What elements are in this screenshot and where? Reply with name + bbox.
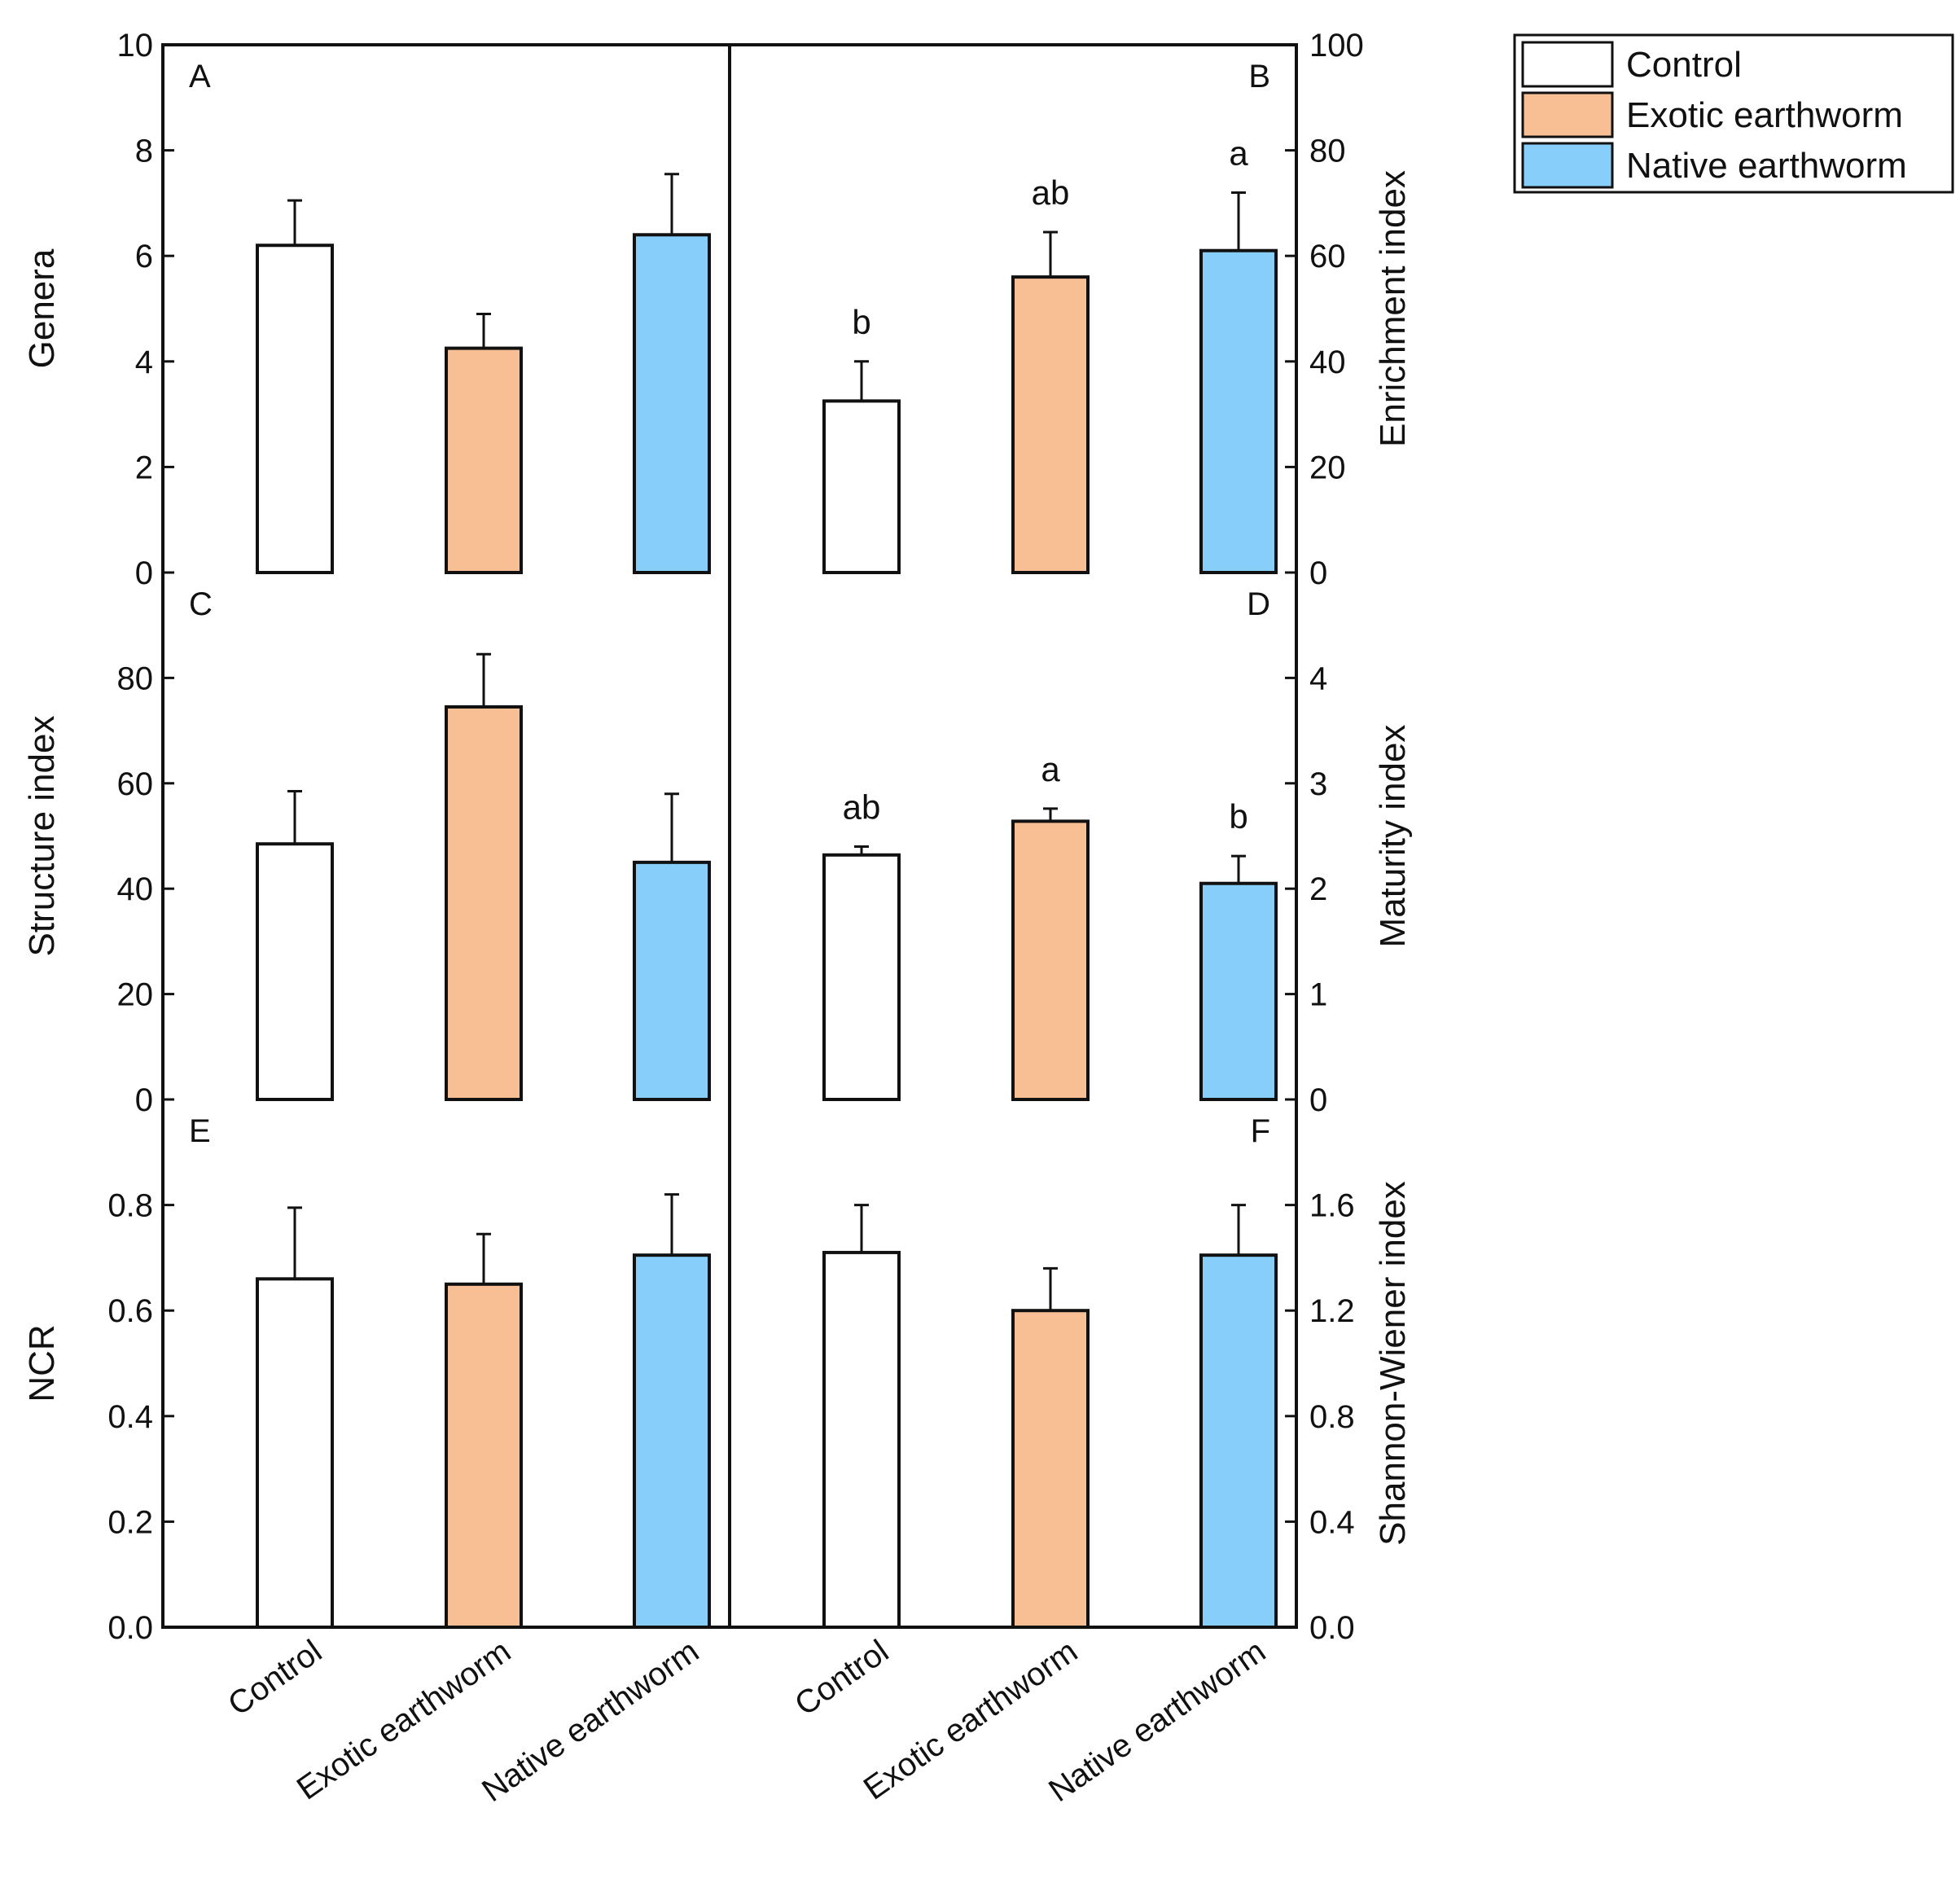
- x-category-label-left-ctrl: Control: [221, 1633, 328, 1722]
- panel-b-sig-letter-ctrl: b: [852, 303, 870, 341]
- panel-a-bar-ctrl: [256, 244, 334, 574]
- panel-e-label: E: [189, 1113, 211, 1149]
- panel-c-ytick-label: 60: [117, 766, 154, 802]
- panel-f-bar-exotic: [1011, 1309, 1090, 1629]
- panel-d-label: D: [1247, 586, 1270, 622]
- panel-a-ytick-label: 8: [135, 134, 153, 169]
- panel-d-ytick-label: 1: [1309, 977, 1327, 1013]
- panel-c-ytick-label: 80: [117, 660, 154, 696]
- panel-c-ytick-label: 40: [117, 871, 154, 907]
- panel-f-ytick-label: 0.0: [1309, 1610, 1355, 1646]
- panel-d-ytick-label: 3: [1309, 766, 1327, 802]
- panel-b-ytick-label: 100: [1309, 28, 1364, 64]
- panel-a-label: A: [189, 59, 211, 94]
- panel-f-ytick-label: 0.4: [1309, 1504, 1355, 1540]
- legend-label-exotic: Exotic earthworm: [1626, 95, 1903, 135]
- legend-swatch-ctrl: [1521, 41, 1614, 88]
- panel-e-ytick-label: 0.4: [107, 1399, 153, 1435]
- panel-d-bar-ctrl: [822, 853, 901, 1101]
- panel-d-bar-exotic: [1011, 819, 1090, 1101]
- panel-f-ytick-label: 0.8: [1309, 1399, 1355, 1435]
- legend-swatch-exotic: [1521, 91, 1614, 138]
- panel-f-bar-ctrl: [822, 1250, 901, 1630]
- panel-e-ylabel: NCR: [22, 1324, 62, 1402]
- panel-e-ytick-label: 0.0: [107, 1610, 153, 1646]
- panel-a-ytick-label: 10: [117, 28, 154, 64]
- panel-c-bar-ctrl: [256, 842, 334, 1101]
- panel-c-bar-native: [633, 860, 711, 1101]
- panel-d-sig-letter-exotic: a: [1041, 750, 1060, 788]
- panel-b-ytick-label: 0: [1309, 555, 1327, 591]
- panel-f-ytick-label: 1.6: [1309, 1188, 1355, 1224]
- panel-c-ytick-label: 0: [135, 1082, 153, 1118]
- panel-a-ytick-label: 4: [135, 344, 153, 380]
- panel-b-sig-letter-native: a: [1229, 134, 1248, 172]
- legend-label-ctrl: Control: [1626, 45, 1742, 85]
- panel-d-ytick-label: 0: [1309, 1082, 1327, 1118]
- panel-e-ytick-label: 0.8: [107, 1188, 153, 1224]
- panel-a-ytick-label: 0: [135, 555, 153, 591]
- panel-a-bar-native: [633, 233, 711, 574]
- legend-swatch-native: [1521, 142, 1614, 189]
- panel-d-sig-letter-native: b: [1229, 797, 1247, 836]
- axes-layer: [161, 43, 1298, 1629]
- panel-e-bar-ctrl: [256, 1277, 334, 1629]
- panel-c-ytick-label: 20: [117, 977, 154, 1013]
- panel-b-ylabel: Enrichment index: [1373, 170, 1413, 447]
- panel-e-ytick-label: 0.2: [107, 1504, 153, 1540]
- panel-a-ylabel: Genera: [22, 248, 62, 368]
- panel-b-ytick-label: 20: [1309, 450, 1346, 485]
- panel-a-bar-exotic: [445, 346, 523, 574]
- panel-c-bar-exotic: [445, 704, 523, 1101]
- legend-label-native: Native earthworm: [1626, 146, 1907, 186]
- bars-layer: [256, 173, 1278, 1630]
- panel-a-ytick-label: 6: [135, 239, 153, 274]
- panel-f-ytick-label: 1.2: [1309, 1293, 1355, 1329]
- panel-e-bar-exotic: [445, 1282, 523, 1630]
- panel-d-sig-letter-ctrl: ab: [843, 788, 881, 826]
- panel-f-label: F: [1251, 1113, 1270, 1149]
- legend: Control Exotic earthworm Native earthworm: [1513, 33, 1954, 194]
- panel-d-ytick-label: 4: [1309, 660, 1327, 696]
- x-category-label-right-ctrl: Control: [788, 1633, 895, 1722]
- panel-d-bar-native: [1199, 881, 1278, 1101]
- panel-a-ytick-label: 2: [135, 450, 153, 485]
- panel-f-ylabel: Shannon-Wiener index: [1373, 1181, 1413, 1546]
- panel-b-bar-native: [1199, 248, 1278, 574]
- panel-d-ytick-label: 2: [1309, 871, 1327, 907]
- panel-c-ylabel: Structure index: [22, 716, 62, 957]
- panel-b-bar-ctrl: [822, 399, 901, 574]
- panel-e-bar-native: [633, 1253, 711, 1630]
- panel-b-ytick-label: 80: [1309, 134, 1346, 169]
- panel-c-label: C: [189, 586, 213, 622]
- panel-b-ytick-label: 60: [1309, 239, 1346, 274]
- panel-f-bar-native: [1199, 1253, 1278, 1630]
- panel-e-ytick-label: 0.6: [107, 1293, 153, 1329]
- panel-b-ytick-label: 40: [1309, 344, 1346, 380]
- panel-b-sig-letter-exotic: ab: [1032, 173, 1070, 212]
- panel-b-label: B: [1248, 59, 1270, 94]
- panel-b-bar-exotic: [1011, 275, 1090, 574]
- panel-d-ylabel: Maturity index: [1373, 725, 1413, 948]
